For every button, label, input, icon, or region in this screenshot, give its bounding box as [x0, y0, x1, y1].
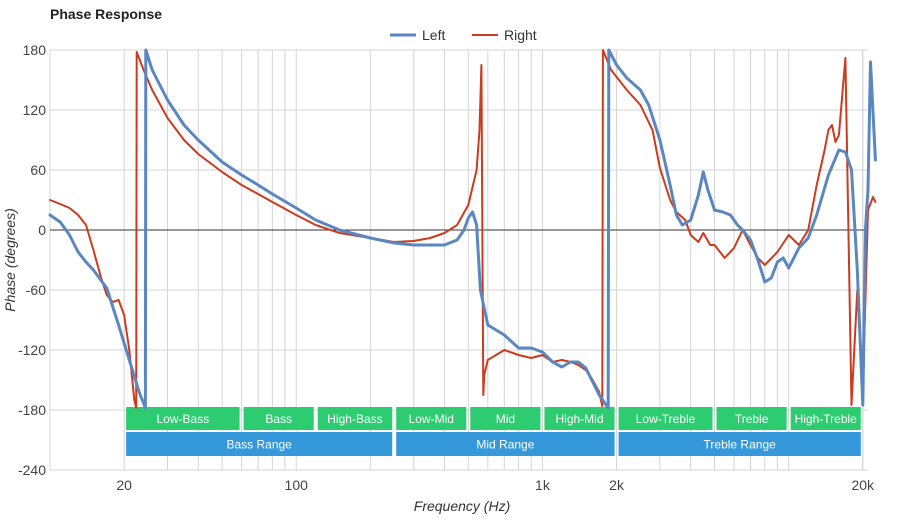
sub-band-label: High-Bass	[327, 412, 382, 426]
sub-band	[243, 407, 314, 430]
y-tick-label: -240	[18, 462, 46, 478]
series-lines	[48, 48, 877, 410]
sub-band-label: Mid	[496, 412, 515, 426]
sub-band	[470, 407, 541, 430]
sub-band-label: Low-Mid	[409, 412, 454, 426]
range-band-label: Bass Range	[226, 438, 292, 452]
x-tick-label: 1k	[535, 477, 551, 493]
y-tick-label: 120	[23, 102, 47, 118]
range-band-label: Mid Range	[476, 438, 534, 452]
sub-band-label: Low-Treble	[636, 412, 696, 426]
sub-band	[716, 407, 787, 430]
sub-band	[790, 407, 861, 430]
sub-band	[396, 407, 467, 430]
series-line-left	[48, 48, 877, 410]
axes: 180 120 60 0 -60 -120 -180 -240 20 100 1k 2k 20k	[18, 42, 875, 493]
sub-band	[544, 407, 615, 430]
sub-band-label: High-Mid	[555, 412, 603, 426]
sub-band	[317, 407, 393, 430]
x-tick-label: 20k	[851, 477, 875, 493]
sub-band	[126, 407, 240, 430]
x-axis-label: Frequency (Hz)	[414, 498, 510, 514]
sub-band-label: Bass	[265, 412, 292, 426]
frequency-bands: Low-Bass Bass High-Bass Low-Mid Mid High-Mid L…	[126, 407, 861, 456]
sub-band	[618, 407, 713, 430]
sub-band-label: Low-Bass	[157, 412, 210, 426]
y-axis-label: Phase (degrees)	[2, 208, 18, 312]
y-tick-label: 180	[23, 42, 47, 58]
x-tick-label: 20	[116, 477, 132, 493]
x-tick-label: 100	[285, 477, 309, 493]
chart-title: Phase Response	[50, 6, 162, 22]
legend-label-right: Right	[504, 27, 537, 43]
y-tick-label: 0	[38, 222, 46, 238]
x-tick-label: 2k	[609, 477, 625, 493]
legend: Left Right	[390, 27, 537, 43]
range-band-label: Treble Range	[704, 438, 777, 452]
range-band	[396, 432, 615, 456]
range-band	[618, 432, 861, 456]
y-tick-label: -120	[18, 342, 46, 358]
y-tick-label: 60	[30, 162, 46, 178]
sub-band-label: High-Treble	[795, 412, 858, 426]
series-line-right	[49, 49, 877, 409]
grid	[49, 49, 868, 471]
range-band	[126, 432, 393, 456]
y-tick-label: -60	[26, 282, 46, 298]
y-tick-label: -180	[18, 402, 46, 418]
sub-band-label: Treble	[735, 412, 769, 426]
legend-label-left: Left	[422, 27, 445, 43]
